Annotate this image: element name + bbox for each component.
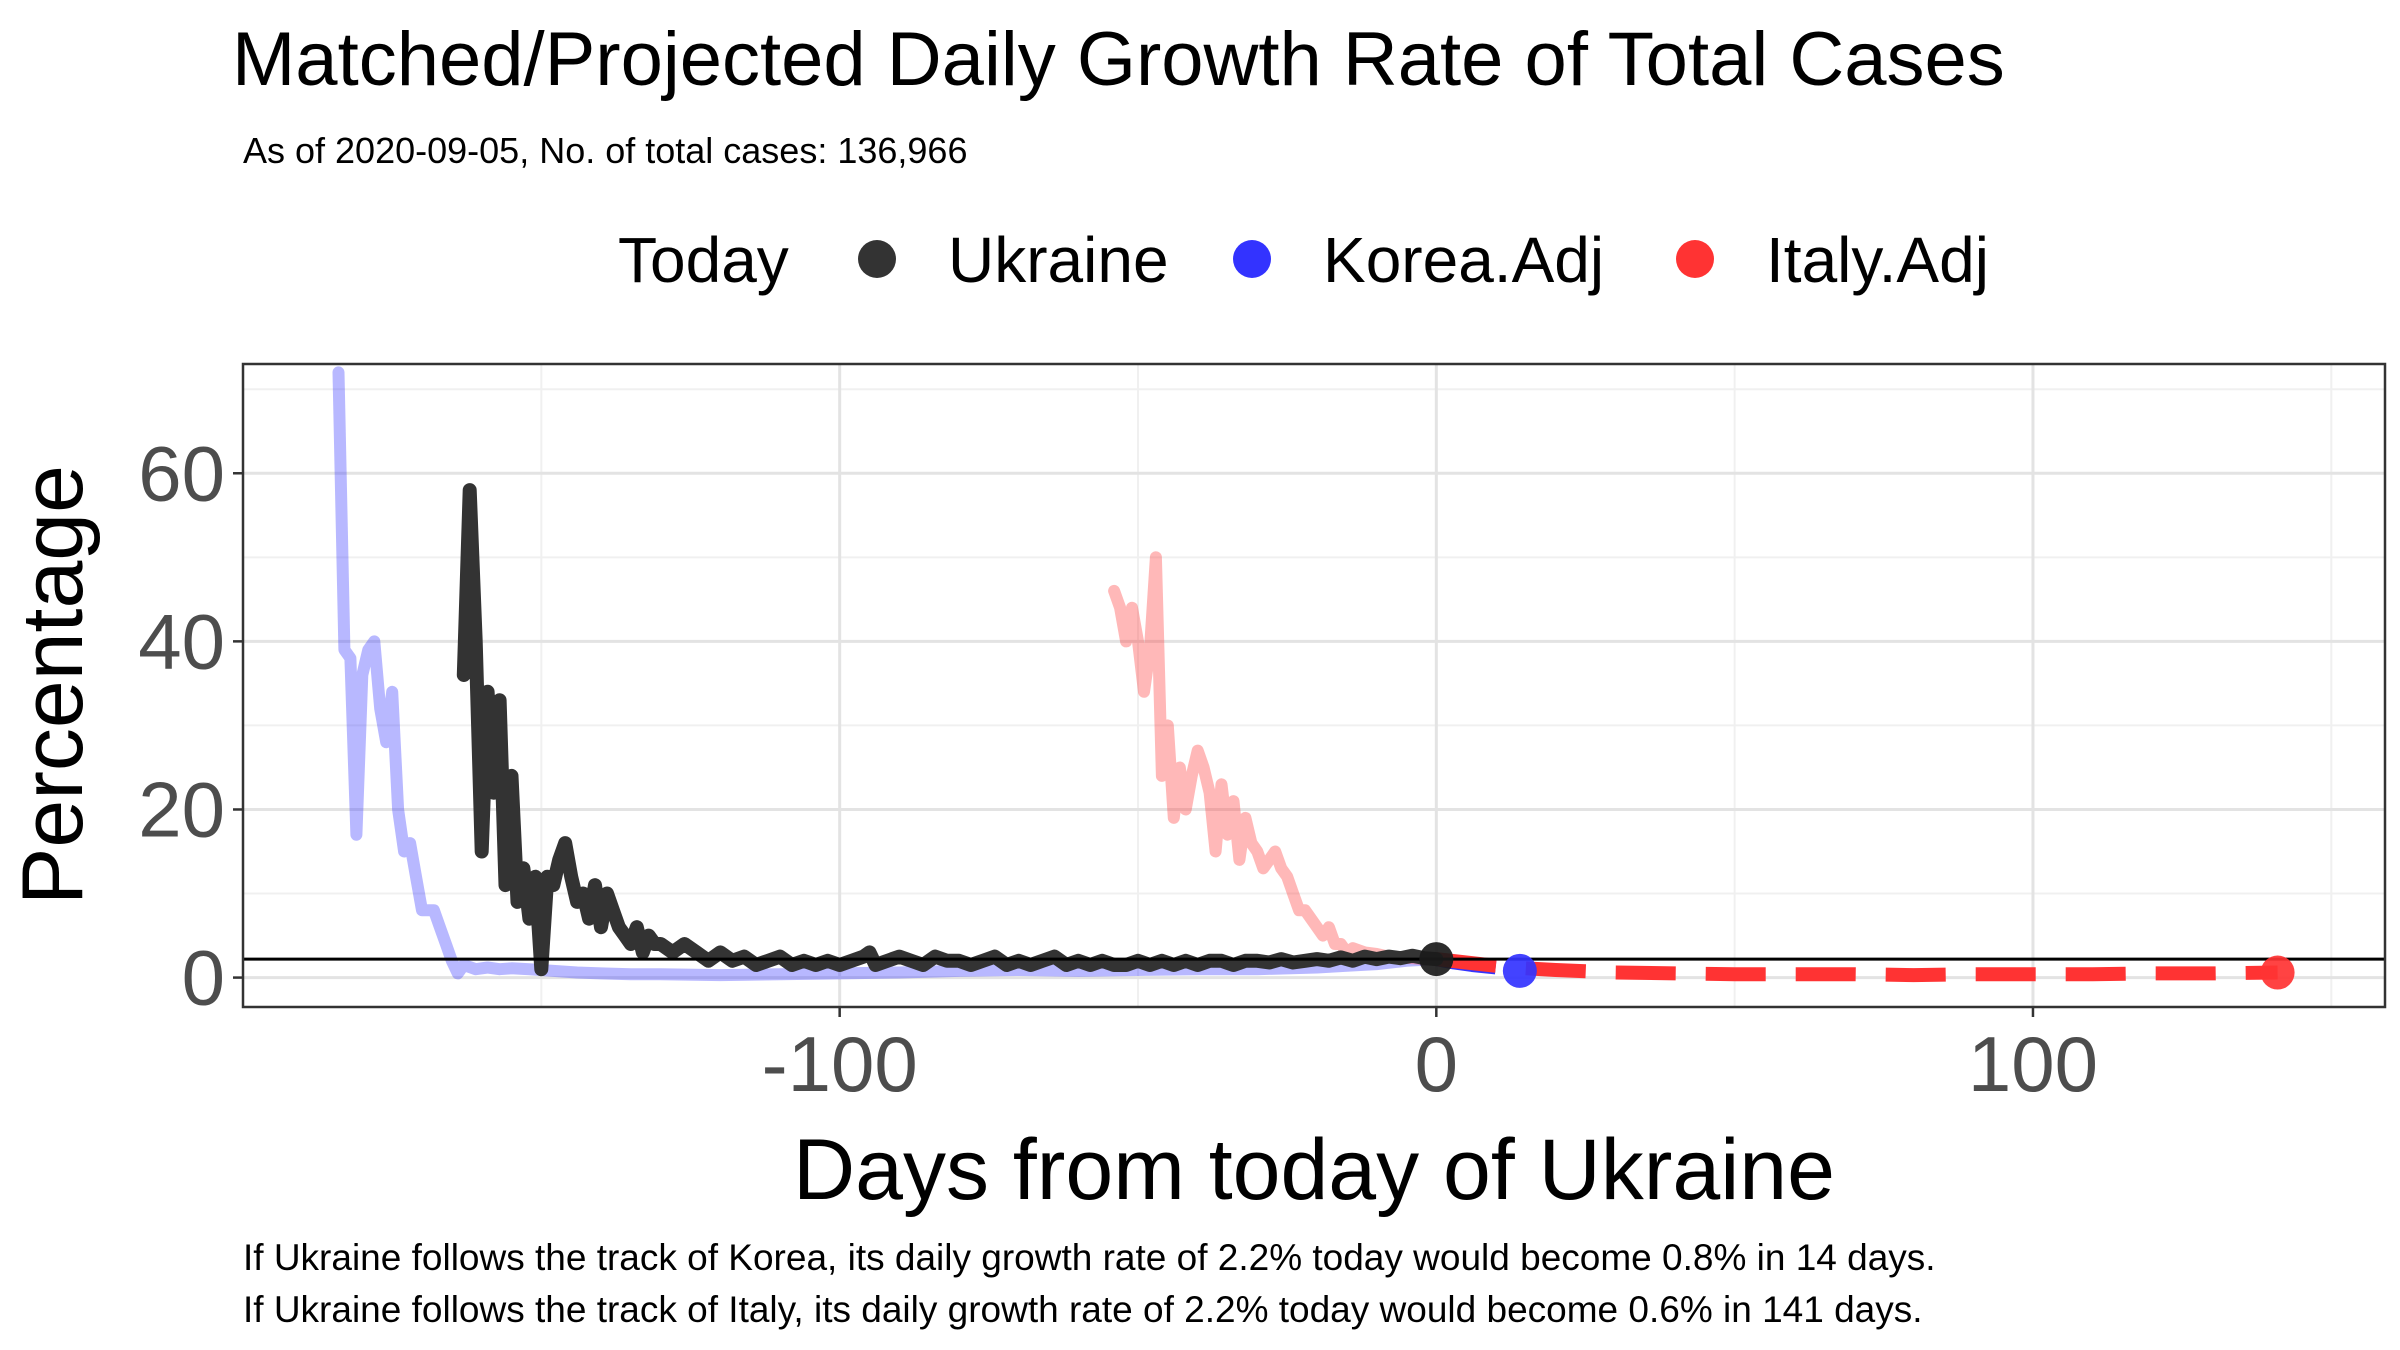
- x-axis-title: Days from today of Ukraine: [793, 1122, 1835, 1218]
- today-marker-ukraine: [1419, 942, 1454, 977]
- y-tick-label: 0: [182, 934, 225, 1022]
- series-layer: [332, 366, 2278, 983]
- chart-title: Matched/Projected Daily Growth Rate of T…: [232, 17, 2005, 102]
- y-tick-label: 20: [138, 765, 225, 853]
- x-tick-label: 0: [1415, 1020, 1458, 1108]
- legend-label-italy: Italy.Adj: [1766, 224, 1989, 296]
- y-axis-title: Percentage: [5, 465, 101, 905]
- annotation-italy: If Ukraine follows the track of Italy, i…: [243, 1289, 1923, 1330]
- series-line-korea-adj: [332, 366, 1443, 982]
- y-tick-label: 40: [138, 597, 225, 685]
- today-marker-italy-adj: [2260, 955, 2295, 990]
- legend-label-ukraine: Ukraine: [948, 224, 1169, 296]
- legend-label-korea: Korea.Adj: [1323, 224, 1604, 296]
- today-marker-korea-adj: [1502, 953, 1537, 988]
- grid: [243, 364, 2385, 1007]
- legend-marker-korea: [1233, 240, 1271, 278]
- legend-marker-ukraine: [858, 240, 896, 278]
- x-tick-label: -100: [762, 1020, 918, 1108]
- x-tick-label: 100: [1968, 1020, 2098, 1108]
- today-markers: [1419, 942, 2295, 990]
- legend-title: Today: [618, 224, 789, 296]
- y-tick-label: 60: [138, 429, 225, 517]
- chart-subtitle: As of 2020-09-05, No. of total cases: 13…: [243, 130, 967, 171]
- series-projection-italy-adj: [1435, 952, 2278, 983]
- legend: Today Ukraine Korea.Adj Italy.Adj: [618, 224, 1989, 296]
- plot-border: [241, 362, 2387, 1009]
- series-line-italy-adj: [1108, 551, 1443, 966]
- plot-panel: [243, 364, 2385, 1007]
- legend-marker-italy: [1676, 240, 1714, 278]
- axis-tick-labels: -100 0 100 0 20 40 60: [138, 429, 2098, 1108]
- annotation-korea: If Ukraine follows the track of Korea, i…: [243, 1237, 1936, 1278]
